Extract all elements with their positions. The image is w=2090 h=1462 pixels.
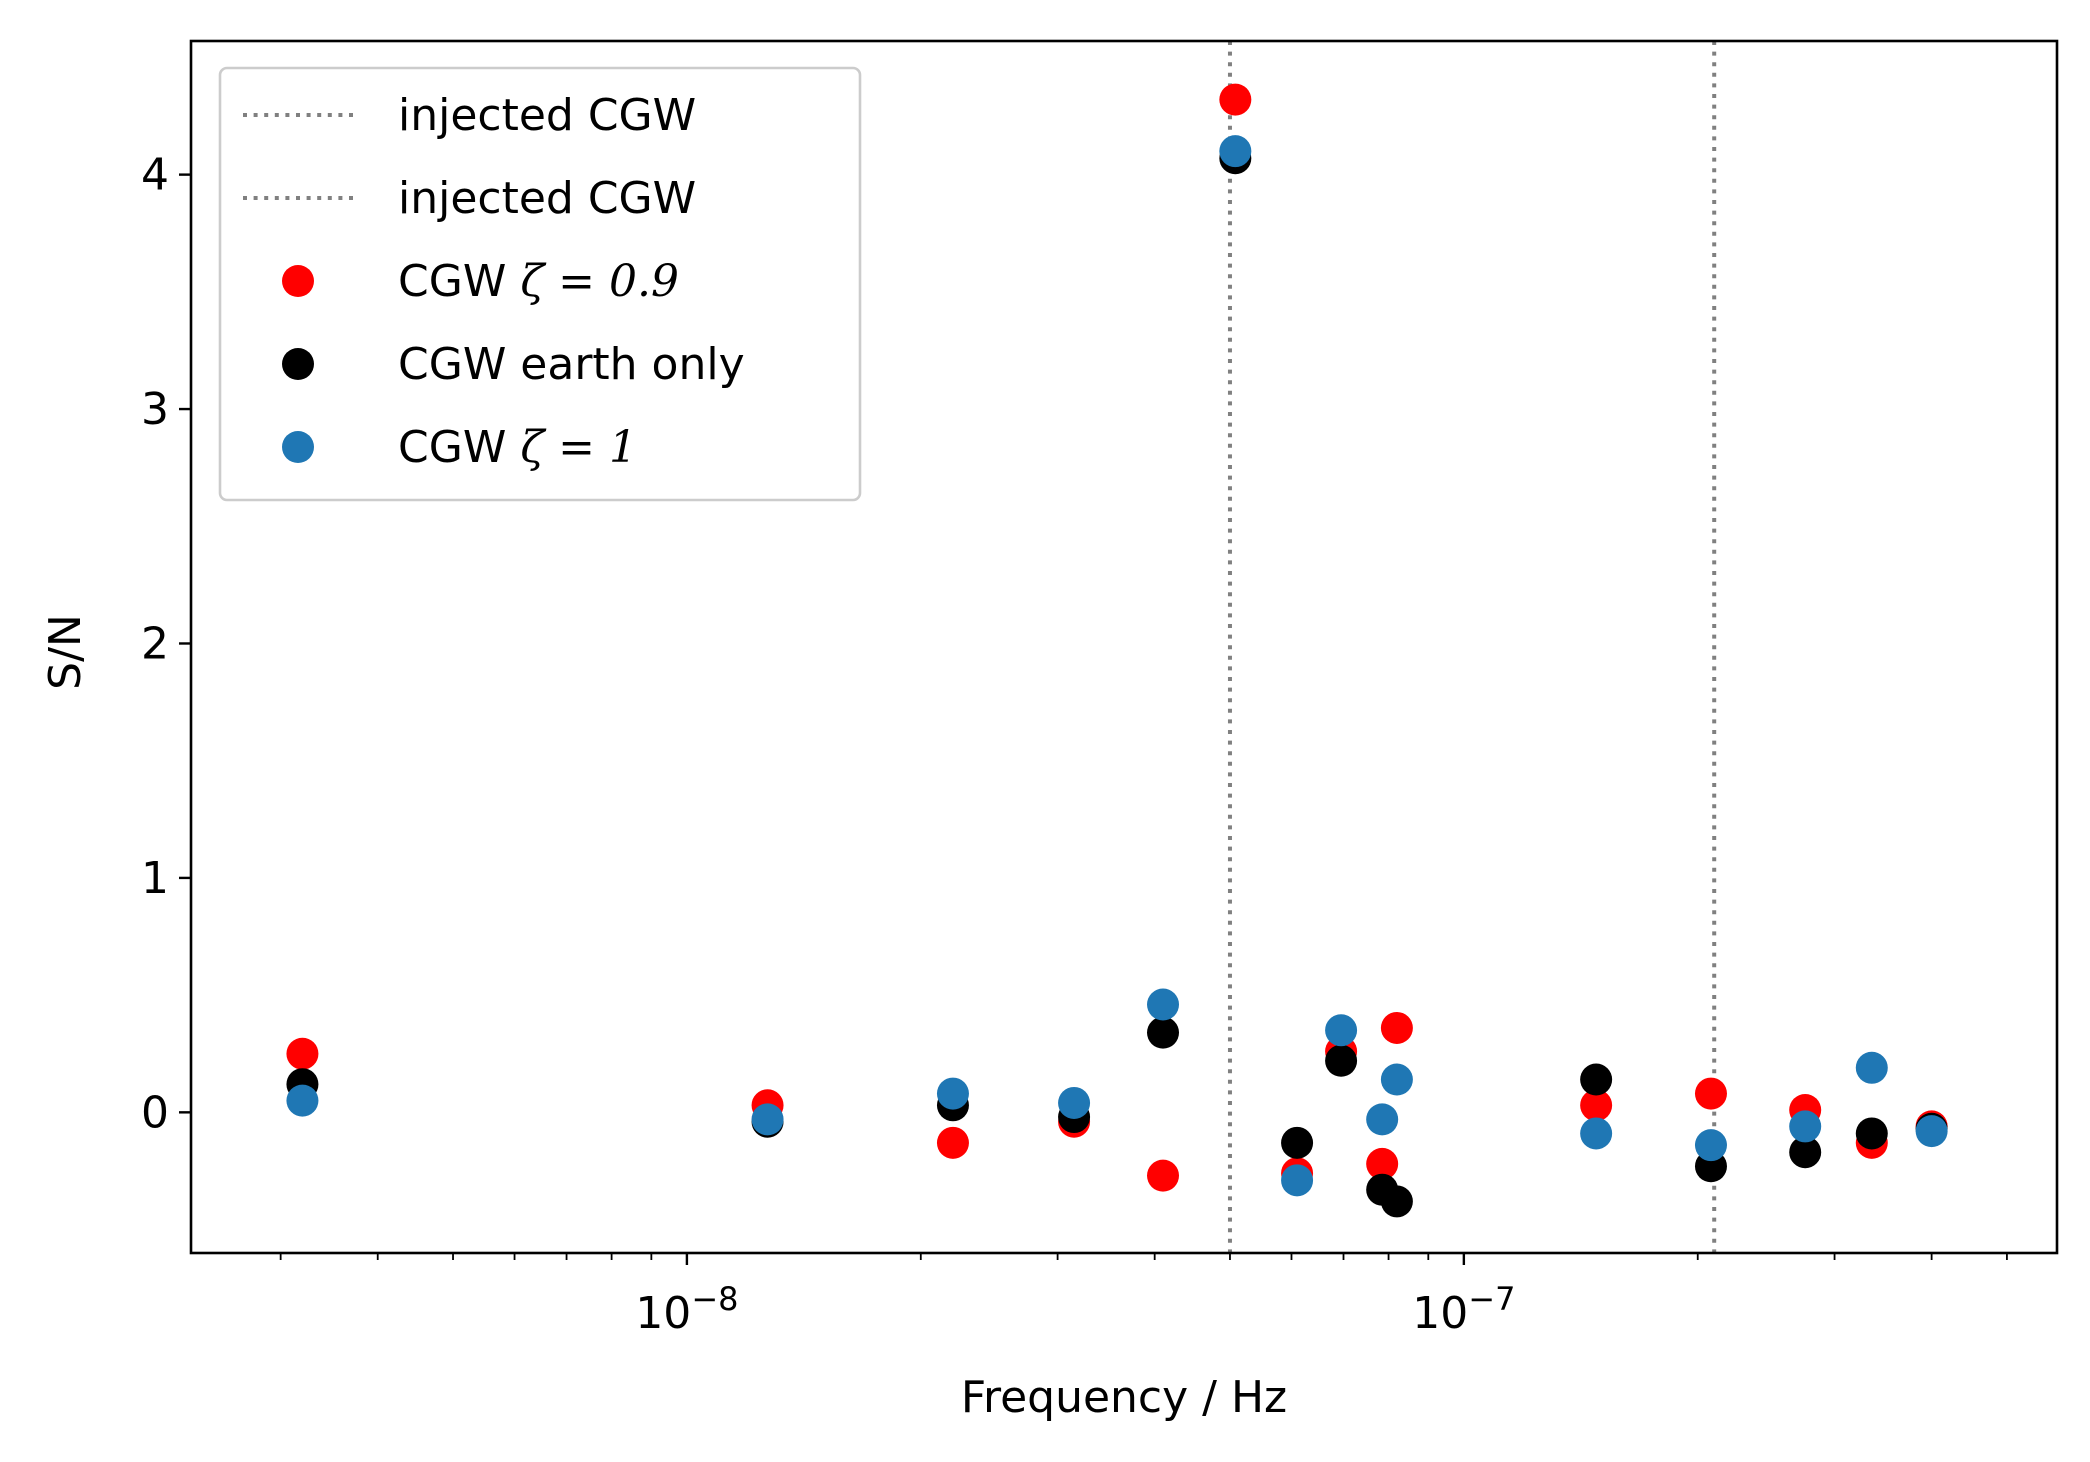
x-tick-exponent: −7 bbox=[1468, 1280, 1515, 1318]
data-point-s0-p2 bbox=[936, 1126, 969, 1159]
plot-area bbox=[1227, 41, 1717, 1253]
data-point-s2-p10 bbox=[1580, 1117, 1613, 1150]
data-point-s2-p8 bbox=[1366, 1103, 1399, 1136]
legend-label-2: CGW ζ = 0.9 bbox=[398, 256, 679, 307]
legend-label-math: ζ = 1 bbox=[520, 422, 637, 473]
y-axis-label: S/N bbox=[40, 614, 91, 690]
y-tick-label-2: 2 bbox=[141, 618, 169, 669]
y-tick-label-0: 0 bbox=[141, 1087, 169, 1138]
x-tick-label-0: 10−8 bbox=[635, 1280, 738, 1339]
data-point-s0-p11 bbox=[1694, 1077, 1727, 1110]
y-tick-label-3: 3 bbox=[141, 384, 169, 435]
axes-frame bbox=[189, 39, 2059, 1255]
legend-marker-2 bbox=[282, 265, 314, 297]
legend-label-4: CGW ζ = 1 bbox=[398, 422, 637, 473]
legend: injected CGW injected CGW CGW ζ = 0.9 CGW e… bbox=[218, 66, 862, 502]
legend-label-3: CGW earth only bbox=[398, 339, 745, 390]
data-point-s0-p8 bbox=[1366, 1147, 1399, 1180]
legend-label-0: injected CGW bbox=[398, 90, 696, 141]
data-point-s0-p10 bbox=[1580, 1089, 1613, 1122]
data-point-s1-p9 bbox=[1380, 1185, 1413, 1218]
legend-label-1: injected CGW bbox=[398, 173, 696, 224]
x-tick-exponent: −8 bbox=[691, 1280, 738, 1318]
data-point-s0-p4 bbox=[1147, 1159, 1180, 1192]
data-point-s0-p5 bbox=[1219, 83, 1252, 116]
legend-box bbox=[218, 66, 862, 502]
legend-label-prefix: CGW bbox=[398, 422, 520, 473]
data-point-s2-p1 bbox=[751, 1103, 784, 1136]
legend-marker-3 bbox=[282, 348, 314, 380]
data-point-s1-p6 bbox=[1281, 1126, 1314, 1159]
data-marks bbox=[286, 83, 1948, 1218]
data-point-s2-p6 bbox=[1281, 1164, 1314, 1197]
data-point-s2-p9 bbox=[1380, 1063, 1413, 1096]
y-tick-label-1: 1 bbox=[141, 853, 169, 904]
data-point-s2-p13 bbox=[1855, 1051, 1888, 1084]
legend-marker-4 bbox=[282, 431, 314, 463]
data-point-s1-p12 bbox=[1789, 1136, 1822, 1169]
data-point-s2-p0 bbox=[286, 1084, 319, 1117]
data-point-s1-p7 bbox=[1325, 1044, 1358, 1077]
x-axis-label: Frequency / Hz bbox=[961, 1372, 1287, 1423]
data-point-s2-p2 bbox=[936, 1077, 969, 1110]
data-point-s2-p11 bbox=[1694, 1129, 1727, 1162]
data-point-s1-p13 bbox=[1855, 1117, 1888, 1150]
data-point-s2-p14 bbox=[1915, 1115, 1948, 1148]
data-point-s2-p5 bbox=[1219, 135, 1252, 168]
data-point-s2-p4 bbox=[1147, 988, 1180, 1021]
y-tick-label-4: 4 bbox=[141, 150, 169, 201]
data-point-s0-p9 bbox=[1380, 1011, 1413, 1044]
data-point-s1-p4 bbox=[1147, 1016, 1180, 1049]
data-point-s2-p7 bbox=[1325, 1014, 1358, 1047]
data-point-s0-p0 bbox=[286, 1037, 319, 1070]
data-point-s2-p3 bbox=[1058, 1086, 1091, 1119]
x-tick-base: 10 bbox=[635, 1288, 691, 1339]
x-tick-base: 10 bbox=[1412, 1288, 1468, 1339]
legend-label-prefix: CGW bbox=[398, 256, 520, 307]
legend-label-math: ζ = 0.9 bbox=[520, 256, 679, 307]
data-point-s2-p12 bbox=[1789, 1110, 1822, 1143]
data-point-s1-p10 bbox=[1580, 1063, 1613, 1096]
x-tick-label-1: 10−7 bbox=[1412, 1280, 1515, 1339]
